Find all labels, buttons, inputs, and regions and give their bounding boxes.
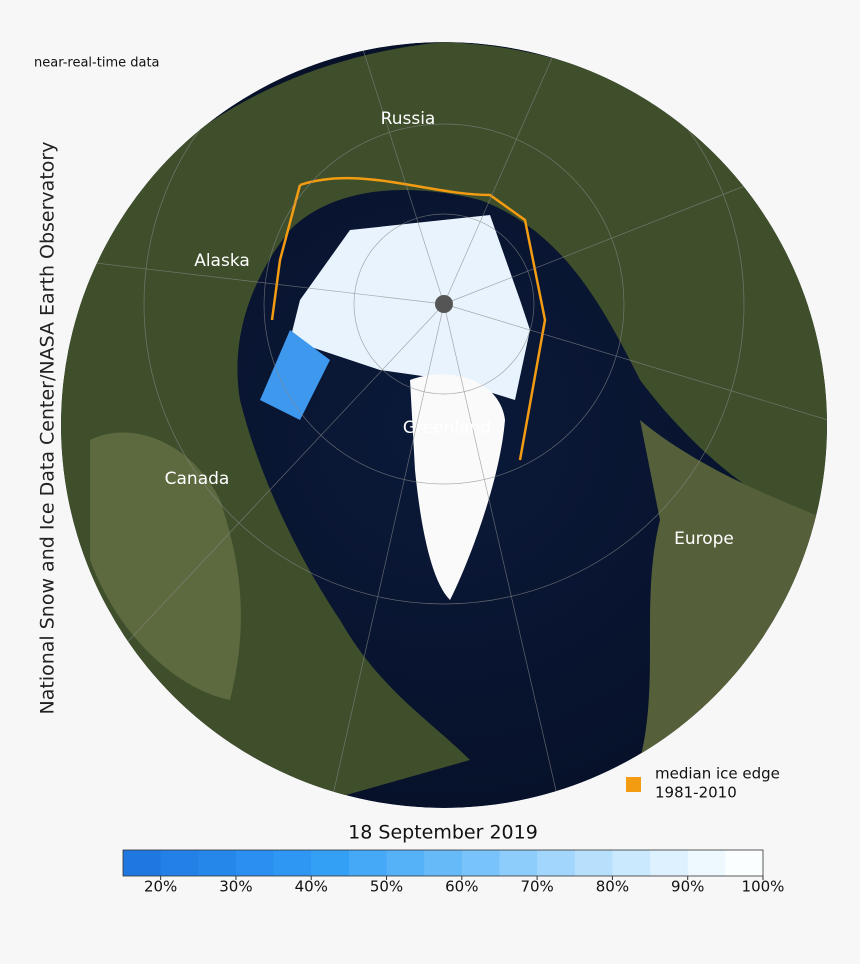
colorbar-swatch bbox=[123, 850, 162, 876]
colorbar-swatch bbox=[650, 850, 689, 876]
colorbar-tick-label: 80% bbox=[596, 878, 629, 896]
colorbar-tick-label: 70% bbox=[520, 878, 553, 896]
colorbar-tick-label: 30% bbox=[219, 878, 252, 896]
colorbar-tick-label: 60% bbox=[445, 878, 478, 896]
note: near-real-time data bbox=[34, 56, 160, 71]
colorbar-swatch bbox=[386, 850, 425, 876]
colorbar-tick-label: 50% bbox=[370, 878, 403, 896]
globe bbox=[61, 42, 827, 808]
colorbar-tick-label: 40% bbox=[295, 878, 328, 896]
colorbar-swatch bbox=[499, 850, 538, 876]
legend-label: median ice edge bbox=[655, 765, 780, 783]
legend-label: 1981-2010 bbox=[655, 784, 737, 802]
colorbar-tick-label: 20% bbox=[144, 878, 177, 896]
colorbar-swatch bbox=[160, 850, 199, 876]
place-label: Greenland bbox=[403, 418, 491, 438]
place-label: Russia bbox=[381, 109, 436, 129]
colorbar-tick-label: 90% bbox=[671, 878, 704, 896]
colorbar-title: 18 September 2019 bbox=[348, 822, 538, 844]
colorbar-swatch bbox=[198, 850, 237, 876]
colorbar-swatch bbox=[574, 850, 613, 876]
place-label: Europe bbox=[674, 529, 734, 549]
colorbar-swatch bbox=[273, 850, 312, 876]
colorbar-swatch bbox=[348, 850, 388, 876]
place-label: Alaska bbox=[194, 251, 250, 271]
colorbar-swatch bbox=[612, 850, 651, 876]
colorbar-swatch bbox=[537, 850, 576, 876]
place-label: Canada bbox=[165, 469, 230, 489]
colorbar-swatch bbox=[311, 850, 350, 876]
legend-swatch bbox=[626, 777, 641, 792]
colorbar-swatch bbox=[725, 850, 764, 876]
colorbar-swatch bbox=[687, 850, 726, 876]
credit: National Snow and Ice Data Center/NASA E… bbox=[37, 142, 59, 715]
colorbar-swatch bbox=[461, 850, 500, 876]
colorbar-swatch bbox=[235, 850, 275, 876]
colorbar-frame bbox=[122, 849, 764, 877]
colorbar-swatch bbox=[424, 850, 463, 876]
colorbar-tick-label: 100% bbox=[742, 878, 785, 896]
